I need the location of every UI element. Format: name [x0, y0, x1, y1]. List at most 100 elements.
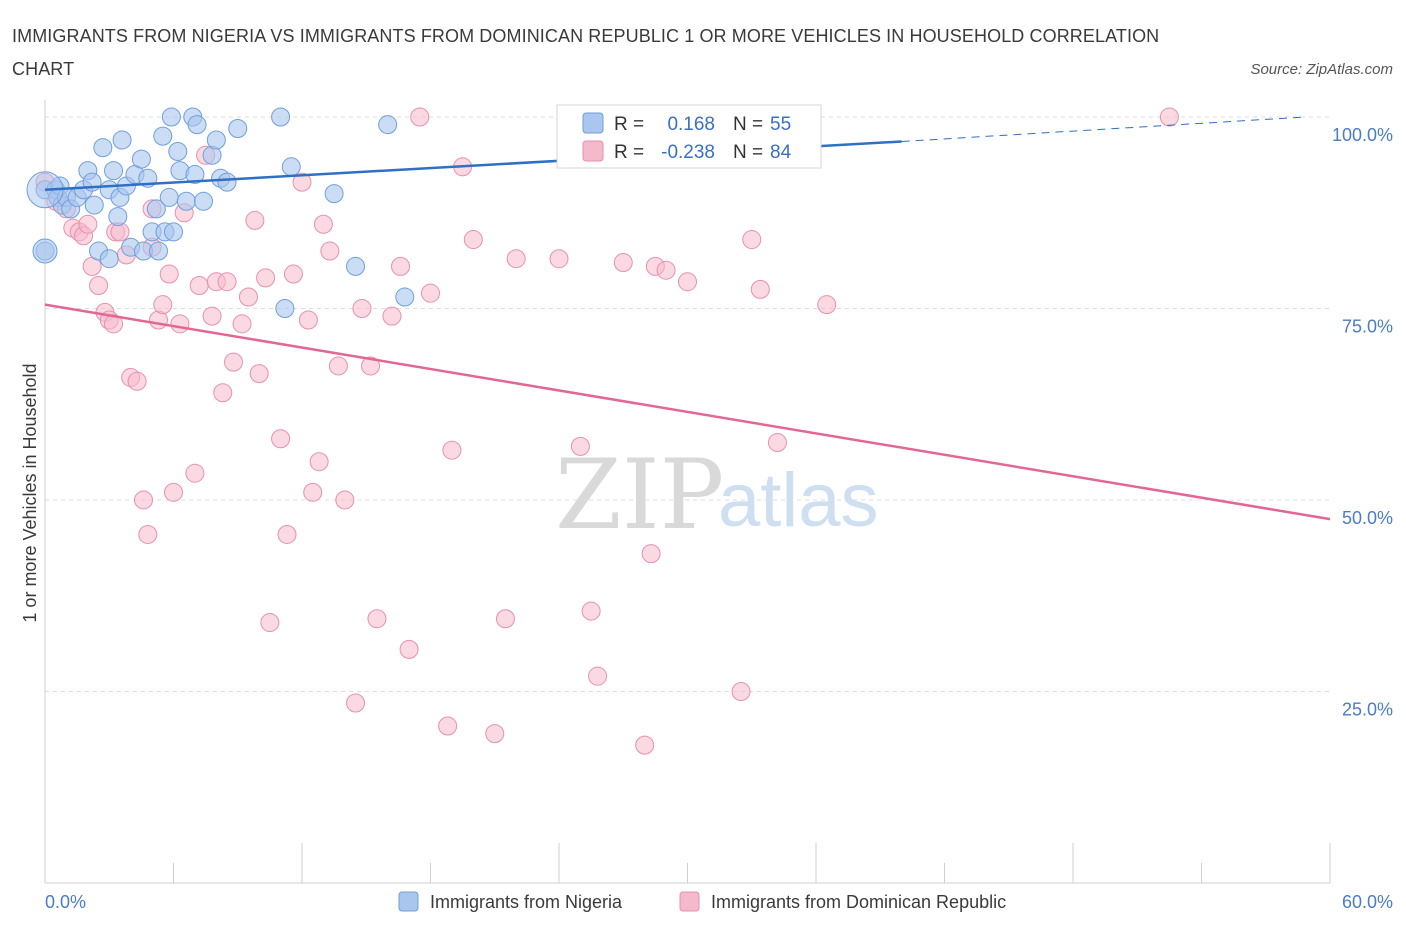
dominican-point: [256, 268, 276, 288]
nigeria-point: [93, 138, 113, 158]
dominican-point: [656, 260, 676, 280]
y-tick-label: 75.0%: [1342, 317, 1393, 337]
nigeria-point: [149, 241, 169, 261]
dominican-point: [438, 716, 458, 736]
nigeria-point: [187, 115, 207, 135]
x-tick-label-min: 0.0%: [45, 892, 86, 912]
dominican-point: [283, 264, 303, 284]
nigeria-point: [217, 172, 237, 192]
dominican-points: [35, 107, 1179, 755]
nigeria-point: [164, 222, 183, 242]
stats-swatch-nigeria: [582, 112, 604, 134]
nigeria-point: [153, 126, 173, 146]
dominican-point: [134, 490, 154, 510]
dominican-point: [303, 482, 323, 502]
nigeria-point: [228, 118, 248, 138]
nigeria-point: [104, 161, 124, 181]
dominican-trend-line: [44, 303, 1331, 521]
y-tick-labels: 100.0% 75.0% 50.0% 25.0%: [1332, 125, 1393, 720]
dominican-point: [202, 306, 222, 326]
dominican-point: [104, 314, 124, 334]
dominican-point: [328, 356, 348, 376]
nigeria-point: [281, 157, 301, 177]
dominican-point: [635, 735, 655, 755]
dominican-point: [335, 490, 355, 510]
legend-swatch-nigeria: [398, 891, 419, 912]
nigeria-point: [324, 184, 344, 204]
legend-label-nigeria: Immigrants from Nigeria: [430, 892, 623, 912]
legend-label-dominican: Immigrants from Dominican Republic: [711, 892, 1006, 912]
nigeria-point: [395, 287, 415, 307]
source-credit: Source: ZipAtlas.com: [1250, 61, 1393, 78]
dominican-point: [127, 371, 147, 391]
dominican-point: [382, 306, 402, 326]
dominican-point: [185, 463, 205, 483]
dominican-point: [742, 230, 762, 250]
dominican-point: [506, 249, 526, 269]
dominican-point: [271, 429, 291, 449]
legend: Immigrants from Nigeria Immigrants from …: [398, 891, 1006, 912]
nigeria-point: [112, 130, 132, 150]
dominican-point: [249, 364, 269, 384]
dominican-point: [641, 544, 661, 564]
dominican-point: [159, 264, 179, 284]
stats-box: R = 0.168 N = 55 R = -0.238 N = 84: [556, 104, 822, 169]
y-tick-label: 100.0%: [1332, 125, 1393, 145]
gridlines: [45, 116, 1330, 692]
nigeria-point: [84, 195, 104, 215]
dominican-point: [213, 383, 233, 403]
chart-title: IMMIGRANTS FROM NIGERIA VS IMMIGRANTS FR…: [12, 26, 1160, 79]
stats-swatch-dominican: [582, 140, 604, 162]
dominican-point: [361, 356, 381, 376]
dominican-point: [817, 295, 837, 315]
dominican-point: [223, 352, 243, 372]
dominican-point: [588, 666, 608, 686]
nigeria-point: [99, 249, 119, 269]
nigeria-point: [185, 164, 205, 184]
legend-swatch-dominican: [679, 891, 700, 912]
nigeria-point: [146, 199, 166, 219]
dominican-point: [238, 287, 258, 307]
dominican-point: [767, 433, 787, 453]
nigeria-point: [271, 107, 291, 127]
dominican-point: [485, 724, 505, 744]
nigeria-point-large: [32, 238, 58, 264]
dominican-point: [570, 436, 590, 456]
y-axis-label: 1 or more Vehicles in Household: [20, 363, 40, 622]
dominican-point: [731, 682, 751, 701]
nigeria-point: [176, 191, 196, 211]
nigeria-point: [206, 130, 226, 150]
dominican-point: [320, 241, 340, 261]
stats-r-label-nigeria: R =: [614, 114, 644, 135]
dominican-point: [153, 295, 173, 315]
dominican-point: [89, 276, 109, 296]
axes: [44, 100, 1331, 884]
nigeria-point: [378, 115, 398, 135]
dominican-point: [352, 299, 372, 318]
dominican-point: [217, 272, 237, 292]
nigeria-points: [26, 107, 815, 318]
stats-r-nigeria: 0.168: [667, 114, 715, 135]
dominican-point: [410, 107, 430, 127]
dominican-point: [495, 609, 515, 629]
stats-n-label-nigeria: N =: [733, 114, 763, 135]
stats-r-dominican: -0.238: [661, 142, 715, 163]
stats-r-label-dominican: R =: [614, 142, 644, 163]
dominican-point: [613, 253, 633, 273]
nigeria-point: [131, 149, 151, 169]
dominican-point: [277, 524, 297, 544]
dominican-point: [442, 440, 462, 460]
dominican-point: [232, 314, 252, 334]
dominican-point: [313, 214, 333, 234]
dominican-point: [549, 249, 569, 269]
nigeria-point: [159, 187, 179, 207]
nigeria-point: [346, 256, 366, 276]
dominican-point: [309, 452, 329, 472]
dominican-point: [399, 639, 419, 659]
dominican-point: [581, 601, 601, 621]
stats-n-dominican: 84: [770, 142, 792, 163]
watermark-zip: ZIP: [555, 439, 724, 551]
dominican-point: [463, 230, 483, 250]
stats-n-label-dominican: N =: [733, 142, 763, 163]
